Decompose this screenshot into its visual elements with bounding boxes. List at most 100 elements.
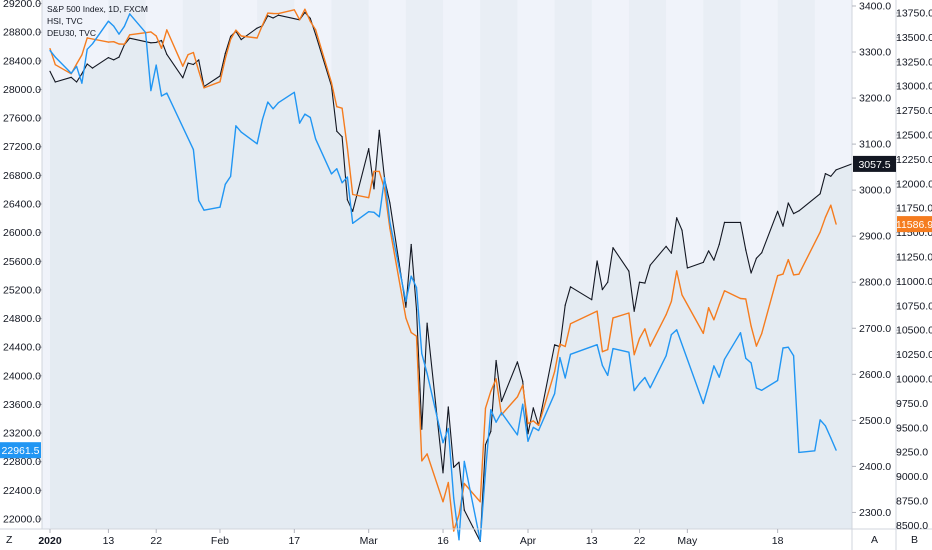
- sp500-tick-label: 2700.0: [859, 323, 891, 335]
- sp500-point: [463, 509, 465, 511]
- hsi-point: [649, 387, 651, 389]
- deu30-point: [835, 223, 837, 225]
- axis-a-label[interactable]: A: [871, 534, 878, 546]
- left-price-axis[interactable]: 22000.0 22400.0 22800.0 23200.0 23600.0 24000…: [3, 0, 42, 525]
- deu30-tick-label: 13250.0: [896, 56, 932, 68]
- sp500-point: [421, 428, 423, 430]
- deu30-point: [601, 351, 604, 353]
- hsi-point: [527, 440, 529, 442]
- sp500-point: [346, 199, 348, 201]
- sp500-point: [681, 229, 683, 231]
- sp500-point: [564, 304, 566, 306]
- corner-label-left[interactable]: Z: [6, 534, 13, 546]
- sp500-point: [490, 430, 492, 432]
- time-tick-label: 16: [437, 535, 449, 547]
- left-tick-label: 22000.0: [3, 513, 41, 525]
- hsi-point: [750, 362, 752, 364]
- hsi-point: [830, 437, 832, 439]
- hsi-point: [384, 177, 386, 179]
- hsi-point: [824, 425, 827, 427]
- sp500-point: [569, 286, 572, 288]
- sp500-point: [739, 221, 742, 223]
- hsi-point: [564, 377, 566, 379]
- sp500-point: [638, 281, 641, 283]
- sp500-point: [277, 14, 279, 16]
- hsi-point: [554, 393, 556, 395]
- hsi-point: [198, 199, 200, 202]
- sp500-point: [532, 407, 534, 409]
- sp500-point: [702, 261, 704, 263]
- hsi-point: [378, 216, 380, 218]
- deu30-tick-label: 12750.0: [896, 105, 932, 117]
- sp500-point: [256, 27, 258, 29]
- deu30-point: [495, 378, 497, 380]
- deu30-point: [554, 371, 556, 373]
- hsi-point: [49, 49, 51, 52]
- sp500-point: [522, 380, 524, 382]
- hsi-point: [123, 25, 125, 27]
- hsi-tag-label: 22961.5: [2, 445, 40, 457]
- hsi-point: [793, 355, 795, 357]
- legend-deu30: DEU30, TVC: [47, 28, 96, 38]
- deu30-tick-label: 11250.0: [896, 251, 932, 263]
- sp500-point: [686, 267, 689, 269]
- hsi-point: [293, 91, 295, 93]
- left-tick-label: 28000.0: [3, 84, 41, 96]
- hsi-point: [718, 376, 720, 378]
- sp500-point: [607, 281, 609, 283]
- sp500-point: [230, 35, 232, 38]
- deu30-point: [596, 310, 598, 312]
- deu30-point: [240, 35, 242, 37]
- left-tick-label: 24400.0: [3, 342, 41, 354]
- hsi-point: [670, 334, 673, 336]
- time-axis[interactable]: 2020 13 22 Feb 17 Mar 16 Apr 13 22 May 18: [38, 529, 784, 547]
- sp500-point: [676, 217, 678, 219]
- hsi-point: [787, 346, 789, 348]
- time-tick-label: May: [677, 535, 698, 547]
- deu30-tick-label: 12250.0: [896, 154, 932, 166]
- hsi-point: [495, 421, 497, 423]
- deu30-tick-label: 12500.0: [896, 129, 932, 141]
- hsi-point: [155, 64, 157, 66]
- sp500-line[interactable]: [49, 11, 853, 542]
- sp500-point: [76, 81, 78, 83]
- left-tick-label: 24000.0: [3, 370, 41, 382]
- deu30-point: [761, 333, 763, 335]
- series-layer: [49, 8, 853, 543]
- sp500-point: [107, 57, 109, 59]
- sp500-point: [198, 59, 200, 61]
- deu30-point: [607, 349, 609, 351]
- sp500-price-axis[interactable]: 2300.0 2400.0 2500.0 2600.0 2700.0 2800.0 2900…: [852, 0, 891, 519]
- deu30-point: [442, 501, 444, 503]
- hsi-point: [107, 20, 109, 22]
- deu30-point: [113, 41, 115, 43]
- deu30-tick-label: 8500.0: [896, 520, 928, 532]
- left-tick-label: 22800.0: [3, 456, 41, 468]
- sp500-point: [500, 400, 503, 403]
- sp500-point: [272, 17, 274, 19]
- sp500-point: [793, 213, 795, 215]
- sp500-tag-bg: [853, 155, 896, 172]
- hsi-point: [86, 48, 88, 50]
- hsi-point: [453, 497, 455, 499]
- time-tick-label: Feb: [211, 535, 229, 547]
- deu30-point: [723, 290, 726, 292]
- deu30-point: [824, 216, 827, 218]
- hsi-point: [447, 427, 449, 430]
- axis-b-label[interactable]: B: [911, 534, 918, 546]
- hsi-point: [782, 347, 784, 349]
- sp500-point: [113, 59, 115, 61]
- hsi-point: [814, 450, 816, 452]
- hsi-point: [638, 382, 641, 385]
- sp500-point: [187, 62, 189, 64]
- deu30-point: [118, 43, 120, 45]
- sp500-point: [612, 247, 614, 249]
- deu30-price-axis[interactable]: 8500.0 8750.0 9000.0 9250.0 9500.0 9750.0 1000…: [896, 7, 932, 532]
- sp500-point: [798, 210, 800, 212]
- deu30-point: [421, 460, 423, 462]
- hsi-point: [644, 376, 646, 379]
- time-tick-label: 22: [150, 535, 162, 547]
- hsi-point: [203, 209, 205, 211]
- hsi-point: [54, 56, 56, 58]
